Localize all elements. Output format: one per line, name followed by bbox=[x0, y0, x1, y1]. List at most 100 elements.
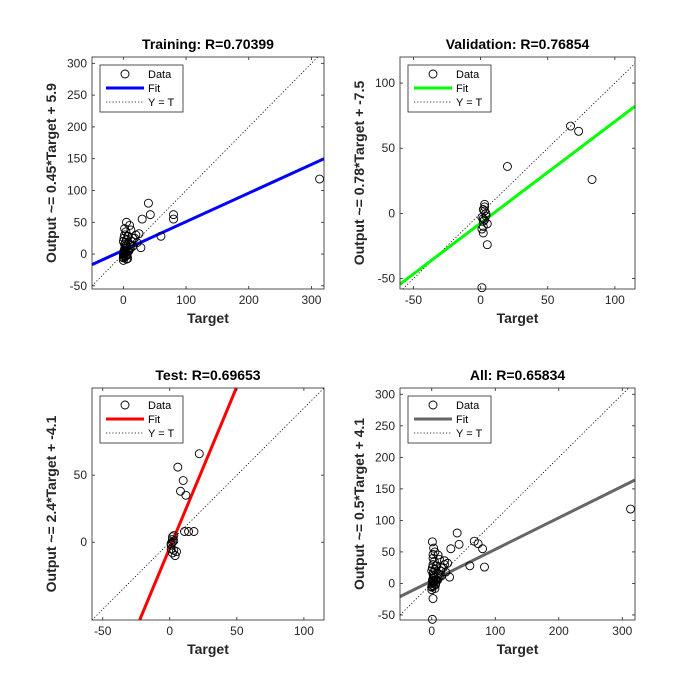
chart2-x-tick-label: 0 bbox=[477, 293, 484, 307]
chart2-legend-label: Data bbox=[456, 69, 480, 81]
chart4-axes: 0 100 200 300 -50 0 50 100 150 200 250 300 All: R=0.… bbox=[351, 367, 636, 657]
chart4-data-point bbox=[480, 562, 489, 572]
chart4-legend-label: Data bbox=[456, 400, 480, 412]
chart2-fit-line bbox=[399, 105, 636, 286]
chart2-y-tick-label: 100 bbox=[375, 76, 395, 90]
chart1-data-point bbox=[169, 214, 178, 224]
chart3-y-tick-label: 50 bbox=[74, 468, 88, 482]
chart3-data-point bbox=[166, 539, 176, 549]
chart4-data-point bbox=[428, 578, 438, 588]
chart4-x-tick-label: 100 bbox=[485, 624, 505, 638]
chart1-legend-data-marker bbox=[120, 69, 130, 79]
chart4-legend-data-marker bbox=[428, 400, 438, 410]
chart4-y-tick-label: 50 bbox=[382, 545, 396, 559]
chart2-y-tick-label: -50 bbox=[378, 272, 396, 286]
chart4-y-tick-label: -50 bbox=[378, 608, 396, 622]
chart1-y-tick-label: 200 bbox=[67, 120, 87, 134]
chart1-x-tick-label: 200 bbox=[239, 293, 259, 307]
chart3-y-tick-label: 0 bbox=[80, 535, 87, 549]
chart1-data-point bbox=[128, 233, 138, 243]
chart3-x-tick-label: 0 bbox=[166, 624, 173, 638]
chart2-y-tick-label: 0 bbox=[388, 206, 395, 220]
chart3-data-point bbox=[168, 535, 177, 544]
chart1-legend-label: Fit bbox=[148, 83, 160, 95]
chart4-data-point bbox=[428, 594, 438, 604]
chart1-legend: Data Fit Y = T bbox=[99, 64, 184, 113]
chart3-data-point bbox=[180, 527, 189, 536]
chart3-data-point bbox=[172, 547, 181, 557]
chart4-data-point bbox=[454, 539, 464, 549]
chart1-axes-box bbox=[91, 56, 325, 290]
chart3-legend-label: Fit bbox=[148, 414, 160, 426]
chart2-legend-data-marker bbox=[428, 69, 438, 79]
chart4-data-point bbox=[427, 614, 437, 624]
chart1-data-point bbox=[126, 225, 136, 235]
chart4-data-point bbox=[440, 556, 449, 566]
chart4-y-tick-label: 100 bbox=[375, 513, 395, 527]
chart2-legend-label: Y = T bbox=[456, 97, 482, 109]
chart4-data-point bbox=[429, 543, 439, 553]
chart1-y-tick-label: 250 bbox=[67, 88, 87, 102]
chart2-x-tick-label: 100 bbox=[605, 293, 625, 307]
chart2-axes: -50 0 50 100 -50 0 50 100 Validation: R=0.76854 T… bbox=[351, 36, 636, 326]
chart1-data-point bbox=[120, 247, 130, 256]
chart1-data-point bbox=[137, 214, 147, 224]
chart4-data-point bbox=[626, 504, 636, 514]
chart1-data-point bbox=[136, 243, 146, 253]
chart2-data-point bbox=[481, 211, 491, 221]
chart1-y-tick-label: -50 bbox=[70, 279, 88, 293]
chart4-data-point bbox=[429, 577, 439, 586]
chart2-x-tick-label: -50 bbox=[405, 293, 423, 307]
chart3-data-point bbox=[184, 527, 194, 536]
chart4-data-point bbox=[428, 553, 438, 563]
chart2-data-point bbox=[478, 214, 488, 224]
chart1-data-point bbox=[143, 198, 153, 208]
chart3-legend-label: Y = T bbox=[148, 428, 174, 440]
chart4-x-tick-label: 300 bbox=[612, 624, 632, 638]
chart1-y-tick-label: 100 bbox=[67, 183, 87, 197]
chart2-data-point bbox=[574, 126, 584, 136]
chart4-axes-box bbox=[399, 387, 636, 621]
chart4-legend-label: Y = T bbox=[456, 428, 482, 440]
chart4-data-point bbox=[430, 547, 440, 557]
chart2-data-point bbox=[478, 228, 488, 238]
chart3-data-point bbox=[189, 527, 199, 536]
chart1-x-tick-label: 300 bbox=[301, 293, 321, 307]
chart2-data-point bbox=[480, 199, 490, 209]
chart4-data-point bbox=[433, 550, 443, 560]
chart3-x-axis-label: Target bbox=[187, 641, 229, 657]
chart3-axes: -50 0 50 100 0 50 Test: R=0.69653 Target Output … bbox=[43, 367, 325, 657]
chart1-data-point bbox=[156, 231, 166, 241]
chart1-legend-label: Data bbox=[148, 69, 172, 81]
chart2-data-point bbox=[480, 202, 490, 212]
chart1-x-axis-label: Target bbox=[187, 310, 229, 326]
chart4-x-tick-label: 0 bbox=[428, 624, 435, 638]
chart1-data-point bbox=[169, 210, 178, 220]
chart4-data-point bbox=[431, 575, 441, 585]
chart4-x-tick-label: 200 bbox=[549, 624, 569, 638]
chart1-data-point bbox=[123, 231, 133, 241]
chart4-title: All: R=0.65834 bbox=[470, 367, 566, 383]
chart2-data-point bbox=[587, 175, 597, 184]
chart4-data-point bbox=[434, 555, 444, 564]
chart1-axes: 0 100 200 300 -50 0 50 100 150 200 250 300 Training:… bbox=[43, 36, 325, 326]
chart2-x-tick-label: 50 bbox=[541, 293, 555, 307]
chart2-title: Validation: R=0.76854 bbox=[446, 36, 590, 52]
chart2-data-point bbox=[566, 121, 575, 131]
chart3-data-point bbox=[168, 537, 177, 547]
chart2-y-tick-label: 50 bbox=[382, 141, 396, 155]
chart3-axes-box bbox=[91, 387, 325, 621]
chart2-data-point bbox=[482, 240, 492, 250]
chart4-data-point bbox=[452, 528, 462, 538]
chart3-data-point bbox=[170, 551, 180, 561]
chart3-data-point bbox=[168, 532, 177, 542]
chart1-legend-label: Y = T bbox=[148, 97, 174, 109]
chart2-y-axis-label: Output ~= 0.78*Target + -7.5 bbox=[351, 81, 367, 266]
chart3-y-axis-label: Output ~= 2.4*Target + -4.1 bbox=[43, 415, 59, 592]
chart4-legend-label: Fit bbox=[456, 414, 468, 426]
chart3-legend-data-marker bbox=[120, 400, 130, 410]
chart4-data-point bbox=[473, 539, 483, 549]
chart4-data-point bbox=[432, 561, 442, 571]
chart2-legend-label: Fit bbox=[456, 83, 468, 95]
chart3-identity-line bbox=[91, 387, 325, 621]
